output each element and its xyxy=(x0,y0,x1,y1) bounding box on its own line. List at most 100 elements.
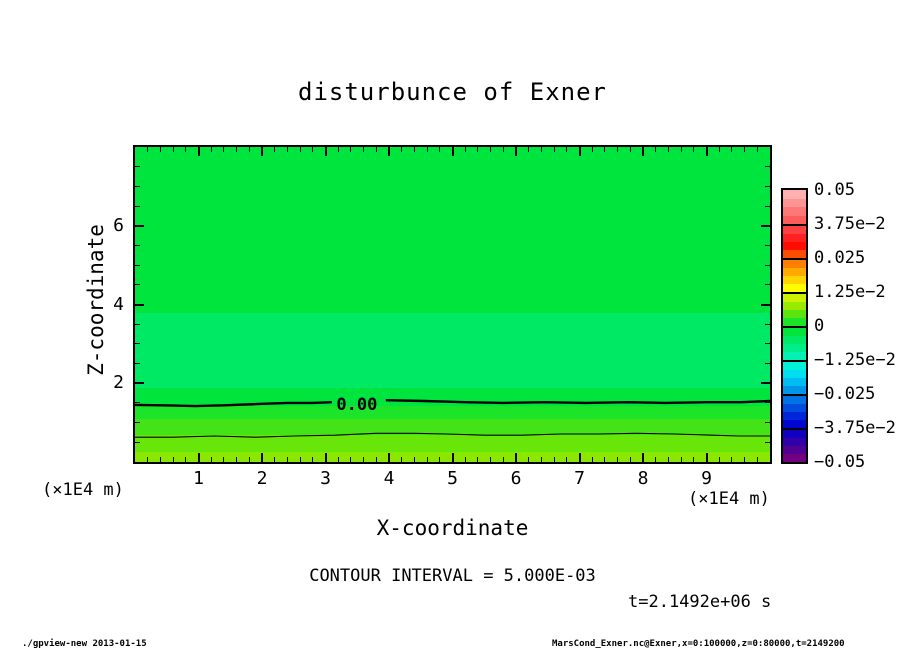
axis-tick xyxy=(274,147,276,152)
plot-frame xyxy=(133,145,772,464)
axis-tick xyxy=(135,363,140,365)
axis-tick xyxy=(248,147,250,152)
axis-tick xyxy=(388,147,390,156)
axis-tick xyxy=(629,147,631,152)
axis-tick xyxy=(477,147,479,152)
colorbar-color-step xyxy=(783,234,806,242)
tone-band xyxy=(135,406,770,420)
axis-tick xyxy=(413,147,415,152)
axis-tick xyxy=(578,147,581,156)
axis-tick xyxy=(502,147,504,152)
axis-tick xyxy=(705,453,708,462)
axis-tick xyxy=(401,457,403,462)
colorbar-segment xyxy=(783,224,806,258)
axis-tick xyxy=(502,457,504,462)
axis-tick xyxy=(363,147,365,152)
x-axis-title: X-coordinate xyxy=(376,516,529,540)
axis-tick xyxy=(642,453,644,462)
axis-tick xyxy=(401,147,403,152)
axis-tick xyxy=(312,147,314,152)
colorbar-color-step xyxy=(783,215,806,224)
axis-tick xyxy=(375,147,377,152)
axis-tick xyxy=(248,457,250,462)
colorbar-color-step xyxy=(783,344,806,352)
chart-title: disturbunce of Exner xyxy=(298,78,607,106)
axis-tick xyxy=(223,457,225,462)
time-annotation: t=2.1492e+06 s xyxy=(628,592,772,612)
contour-interval-note: CONTOUR INTERVAL = 5.000E-03 xyxy=(309,566,596,586)
axis-tick xyxy=(731,147,733,152)
colorbar-color-step xyxy=(783,302,806,310)
colorbar-label: 3.75e−2 xyxy=(814,214,886,234)
axis-tick xyxy=(617,457,619,462)
colorbar-color-step xyxy=(783,420,806,428)
axis-tick xyxy=(617,147,619,152)
axis-tick xyxy=(566,147,568,152)
colorbar-color-step xyxy=(783,250,806,258)
axis-tick xyxy=(761,303,770,306)
colorbar-color-step xyxy=(783,318,806,326)
axis-tick xyxy=(159,457,161,462)
axis-tick xyxy=(337,457,339,462)
axis-tick xyxy=(135,166,140,168)
axis-tick xyxy=(324,453,327,462)
axis-tick xyxy=(451,147,454,156)
axis-tick xyxy=(761,382,770,385)
axis-tick xyxy=(135,323,140,325)
axis-tick xyxy=(337,147,339,152)
axis-tick xyxy=(765,422,770,424)
axis-tick xyxy=(765,244,770,246)
colorbar-color-step xyxy=(783,362,806,370)
x-tick-label: 9 xyxy=(701,468,712,489)
axis-tick xyxy=(147,457,149,462)
axis-tick xyxy=(464,457,466,462)
colorbar-color-step xyxy=(783,242,806,250)
colorbar-color-step xyxy=(783,446,806,454)
axis-tick xyxy=(236,457,238,462)
axis-tick xyxy=(693,457,695,462)
y-axis-unit-label: (×1E4 m) xyxy=(42,480,124,500)
axis-tick xyxy=(528,457,530,462)
colorbar-segment xyxy=(783,190,806,224)
axis-tick xyxy=(765,323,770,325)
axis-tick xyxy=(693,147,695,152)
axis-tick xyxy=(765,166,770,168)
axis-tick xyxy=(350,147,352,152)
x-tick-label: 3 xyxy=(320,468,331,489)
axis-tick xyxy=(135,264,140,266)
axis-tick xyxy=(413,457,415,462)
axis-tick xyxy=(591,147,593,152)
axis-tick xyxy=(680,147,682,152)
colorbar-color-step xyxy=(783,352,806,360)
axis-tick xyxy=(236,147,238,152)
axis-tick xyxy=(765,441,770,443)
axis-tick xyxy=(765,205,770,207)
x-tick-label: 6 xyxy=(510,468,522,489)
colorbar-color-step xyxy=(783,294,806,302)
zero-contour-label: 0.00 xyxy=(336,394,378,415)
axis-tick xyxy=(197,147,200,156)
axis-tick xyxy=(756,147,758,152)
axis-tick xyxy=(135,284,140,286)
axis-tick xyxy=(540,147,542,152)
colorbar-color-step xyxy=(783,276,806,284)
colorbar-color-step xyxy=(783,268,806,276)
axis-tick xyxy=(363,457,365,462)
colorbar-label: −0.025 xyxy=(814,384,876,404)
axis-tick xyxy=(286,457,288,462)
axis-tick xyxy=(553,457,555,462)
axis-tick xyxy=(765,363,770,365)
axis-tick xyxy=(135,402,140,404)
axis-tick xyxy=(765,402,770,404)
axis-tick xyxy=(135,224,144,227)
zero-contour-line xyxy=(135,401,332,408)
colorbar-label: 0.05 xyxy=(814,180,855,200)
colorbar-label: −0.05 xyxy=(814,452,866,472)
x-tick-label: 2 xyxy=(256,468,268,489)
axis-tick xyxy=(765,284,770,286)
colorbar-segment xyxy=(783,292,806,326)
x-tick-label: 1 xyxy=(193,468,204,489)
axis-tick xyxy=(680,457,682,462)
colorbar-label: −1.25e−2 xyxy=(814,350,896,370)
